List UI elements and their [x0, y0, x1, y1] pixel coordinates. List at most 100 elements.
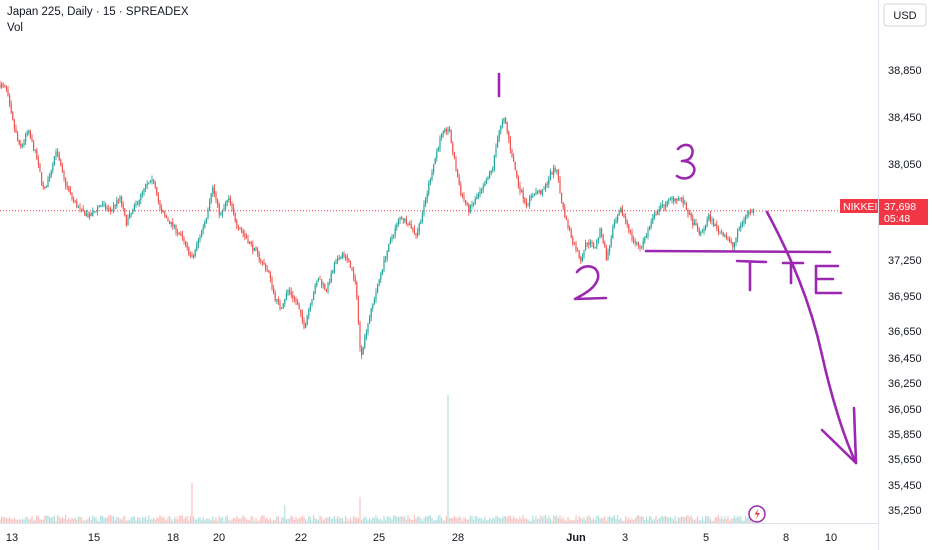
lightning-icon[interactable]: [748, 505, 766, 523]
candle-body: [29, 131, 31, 138]
candle-body: [345, 256, 347, 258]
candle-body: [602, 235, 604, 243]
volume-bar: [613, 515, 615, 523]
volume-indicator-label[interactable]: Vol: [7, 22, 23, 34]
volume-bar: [1, 516, 3, 523]
candle-body: [231, 204, 233, 208]
volume-bar: [213, 520, 215, 523]
volume-bar: [706, 516, 708, 523]
candle-body: [85, 213, 87, 216]
candle-body: [194, 250, 196, 256]
volume-bar: [348, 520, 350, 523]
volume-bar: [748, 516, 750, 523]
volume-bar: [399, 516, 401, 523]
volume-bar: [7, 517, 9, 523]
down-arrow-shaft[interactable]: [765, 210, 858, 465]
volume-bar: [258, 520, 260, 523]
volume-bar: [650, 517, 652, 523]
time-axis[interactable]: 13 15 18 20 22 25 28 Jun 3 5 8 10: [6, 532, 837, 544]
volume-bar: [57, 515, 59, 523]
candle-body: [729, 239, 731, 241]
volume-bar: [527, 519, 529, 523]
volume-bar: [162, 516, 164, 523]
candle-body: [172, 221, 174, 227]
volume-bar: [220, 517, 222, 523]
candle-body: [108, 208, 110, 210]
candle-body: [241, 229, 243, 232]
volume-bar: [372, 517, 374, 523]
candle-body: [31, 137, 33, 142]
candle-body: [708, 214, 710, 220]
candle-body: [586, 243, 588, 244]
candle-body: [209, 201, 211, 211]
drawing-annotations[interactable]: [497, 72, 858, 465]
candle-body: [711, 219, 713, 222]
down-arrow-head[interactable]: [820, 406, 858, 465]
candle-body: [420, 221, 422, 224]
candle-body: [205, 217, 207, 222]
candle-body: [465, 200, 467, 204]
volume-bar: [207, 518, 209, 523]
volume-bar: [653, 519, 655, 523]
candle-body: [484, 184, 486, 186]
candle-body: [449, 128, 451, 131]
candle-body: [489, 172, 491, 179]
candle-body: [633, 239, 635, 243]
candle-body: [215, 194, 217, 200]
volume-bar: [413, 515, 415, 523]
volume-bar: [327, 517, 329, 523]
volume-bar: [743, 520, 745, 523]
volume-bar: [309, 517, 311, 523]
candle-body: [746, 214, 748, 216]
candle-body: [585, 243, 587, 251]
volume-bar: [445, 515, 447, 523]
candle-body: [285, 293, 287, 300]
candle-body: [324, 284, 326, 289]
volume-bar: [409, 518, 411, 523]
volume-bar: [269, 517, 271, 523]
candle-body: [677, 198, 679, 201]
volume-bar: [111, 515, 113, 523]
candle-body: [455, 158, 457, 171]
candle-body: [284, 299, 286, 304]
volume-bar: [740, 516, 742, 523]
volume-bar: [485, 520, 487, 523]
candle-body: [583, 250, 585, 257]
candle-body: [626, 220, 628, 225]
candle-body: [329, 282, 331, 284]
candle-body: [658, 209, 660, 212]
volume-bar: [426, 516, 428, 523]
candle-body: [700, 232, 702, 235]
volume-bar: [397, 516, 399, 523]
candle-body: [476, 197, 478, 200]
candle-body: [359, 322, 361, 348]
candle-body: [460, 185, 462, 195]
candle-body: [325, 288, 327, 292]
candle-body: [57, 151, 59, 154]
volume-bar: [746, 517, 748, 523]
candle-body: [684, 203, 686, 205]
volume-bar: [586, 516, 588, 523]
volume-bar: [180, 515, 182, 523]
volume-bar: [517, 519, 519, 523]
currency-button[interactable]: USD: [883, 3, 927, 27]
support-line[interactable]: [644, 249, 832, 254]
price-axis[interactable]: 38,85038,45038,05037,65037,25036,95036,6…: [888, 65, 922, 517]
candle-body: [546, 184, 548, 185]
volume-bar: [159, 515, 161, 523]
volume-bar: [165, 520, 167, 523]
volume-bar: [434, 519, 436, 523]
volume-bar: [679, 517, 681, 523]
candle-body: [706, 219, 708, 226]
volume-bar: [373, 517, 375, 523]
volume-bar: [255, 517, 257, 523]
volume-bar: [569, 519, 571, 523]
volume-bar: [205, 518, 207, 523]
volume-bar: [145, 516, 147, 523]
candle-body: [738, 228, 740, 231]
candle-body: [237, 226, 239, 229]
volume-bar: [474, 516, 476, 523]
volume-bar: [618, 519, 620, 523]
volume-bar: [132, 516, 134, 523]
